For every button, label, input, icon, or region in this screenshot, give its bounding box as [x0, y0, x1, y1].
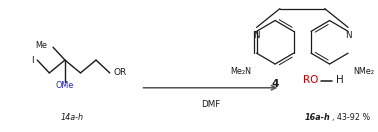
Text: H: H — [336, 75, 344, 85]
Text: , 43-92 %: , 43-92 % — [332, 113, 370, 122]
Text: 4: 4 — [271, 79, 279, 89]
Text: OMe: OMe — [56, 81, 74, 90]
Text: N: N — [253, 31, 260, 40]
Text: OR: OR — [113, 68, 127, 77]
Text: NMe₂: NMe₂ — [353, 67, 374, 76]
Text: 14a-h: 14a-h — [60, 113, 83, 122]
Text: N: N — [345, 31, 352, 40]
Text: Me: Me — [36, 41, 48, 50]
Text: I: I — [31, 56, 34, 65]
Text: 16a-h: 16a-h — [305, 113, 331, 122]
Text: DMF: DMF — [201, 100, 220, 109]
Text: Me₂N: Me₂N — [231, 67, 252, 76]
Text: RO: RO — [303, 75, 318, 85]
